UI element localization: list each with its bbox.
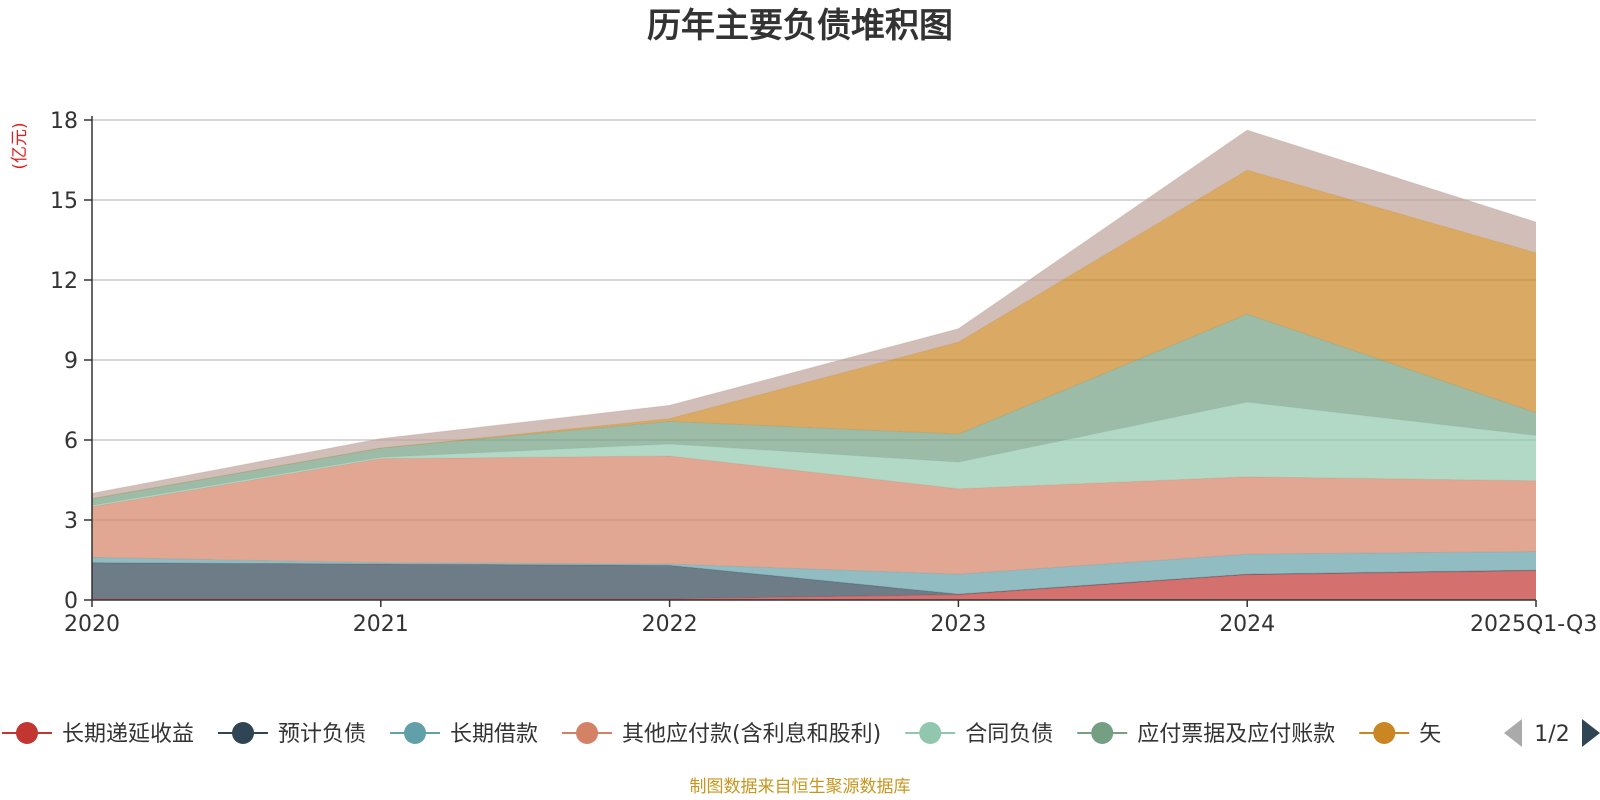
legend-marker-6 (1373, 722, 1396, 744)
area-series-layer (91, 129, 1537, 600)
legend-label-2: 长期借款 (450, 722, 538, 747)
area-series-edge-7 (91, 129, 1537, 494)
legend-next-arrow-icon[interactable] (1582, 719, 1600, 747)
legend-marker-0 (16, 722, 38, 744)
legend-item-5[interactable]: 应付票据及应付账款 (1077, 722, 1335, 747)
legend-label-6: 矢 (1419, 722, 1441, 747)
legend[interactable]: 长期递延收益 预计负债 长期借款 其他应付款(含利息和股利) 合同负债 应付票据及应付账款… (2, 719, 1600, 747)
legend-label-4: 合同负债 (965, 722, 1053, 747)
area-series-6 (92, 170, 1536, 499)
legend-pager: 1/2 (1504, 719, 1600, 747)
legend-marker-4 (919, 722, 942, 744)
y-axis-unit-label: (亿元) (10, 122, 30, 169)
data-source-note: 制图数据来自恒生聚源数据库 (690, 777, 911, 797)
legend-label-0: 长期递延收益 (62, 722, 194, 747)
x-tick-label-1: 2021 (353, 612, 409, 637)
area-series-edge-0 (92, 570, 1537, 600)
legend-item-1[interactable]: 预计负债 (218, 722, 366, 747)
axes: 0 3 6 9 12 15 18 2020 2021 2022 2023 2024 2025Q1-Q3 (50, 109, 1597, 637)
x-tick-label-3: 2023 (930, 612, 986, 637)
legend-marker-5 (1091, 722, 1114, 744)
area-series-0 (92, 570, 1536, 600)
x-tick-label-0: 2020 (64, 612, 120, 637)
legend-item-0[interactable]: 长期递延收益 (2, 722, 194, 747)
chart-title: 历年主要负债堆积图 (647, 6, 953, 46)
legend-page-indicator: 1/2 (1534, 722, 1569, 747)
x-tick-label-2: 2022 (642, 612, 698, 637)
y-tick-label-6: 6 (64, 429, 78, 454)
legend-item-4[interactable]: 合同负债 (905, 722, 1053, 747)
y-tick-label-18: 18 (50, 109, 78, 134)
legend-marker-1 (232, 722, 255, 744)
legend-item-6[interactable]: 矢 (1359, 722, 1441, 747)
y-tick-label-3: 3 (64, 509, 78, 534)
area-series-1 (92, 562, 1536, 599)
x-tick-label-4: 2024 (1219, 612, 1275, 637)
y-tick-label-15: 15 (50, 189, 78, 214)
legend-label-1: 预计负债 (278, 722, 366, 747)
legend-marker-3 (576, 722, 599, 744)
area-series-5 (92, 314, 1536, 506)
area-series-2 (92, 551, 1536, 595)
y-tick-label-0: 0 (64, 589, 78, 614)
y-tick-label-9: 9 (64, 349, 78, 374)
legend-label-3: 其他应付款(含利息和股利) (622, 722, 881, 747)
legend-marker-2 (404, 722, 427, 744)
legend-label-5: 应付票据及应付账款 (1137, 722, 1335, 747)
legend-items: 长期递延收益 预计负债 长期借款 其他应付款(含利息和股利) 合同负债 应付票据及应付账款… (2, 722, 1441, 747)
legend-item-2[interactable]: 长期借款 (390, 722, 538, 747)
area-series-4 (92, 402, 1536, 507)
area-series-3 (92, 456, 1536, 575)
legend-prev-arrow-icon[interactable] (1504, 719, 1522, 747)
y-tick-label-12: 12 (50, 269, 78, 294)
x-tick-label-5: 2025Q1-Q3 (1470, 612, 1597, 637)
legend-item-3[interactable]: 其他应付款(含利息和股利) (562, 722, 881, 747)
